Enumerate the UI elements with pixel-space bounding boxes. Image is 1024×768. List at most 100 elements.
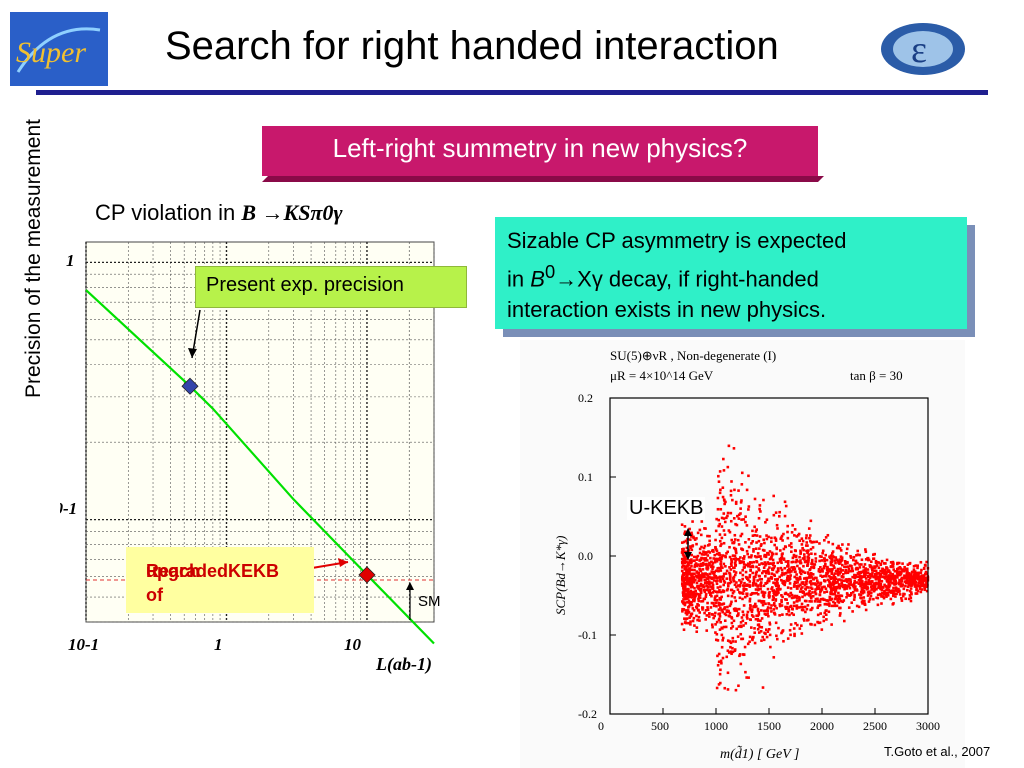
scatter-point: [859, 578, 862, 582]
scatter-point: [726, 688, 730, 691]
scatter-point: [844, 565, 848, 569]
scatter-point: [809, 622, 812, 626]
scatter-point: [688, 561, 691, 564]
scatter-point: [801, 586, 804, 589]
scatter-point: [841, 583, 844, 587]
scatter-point: [805, 534, 808, 537]
scatter-point: [919, 584, 923, 588]
scatter-point: [748, 575, 751, 579]
scatter-point: [766, 579, 770, 583]
scatter-point: [740, 548, 744, 551]
scatter-point: [737, 557, 740, 561]
scatter-point: [704, 578, 707, 582]
scatter-point: [822, 566, 826, 570]
scatter-point: [747, 545, 751, 549]
scatter-point: [860, 570, 864, 574]
scatter-point: [870, 573, 873, 577]
scatter-point: [738, 583, 742, 587]
scatter-point: [757, 574, 761, 578]
scatter-point: [747, 537, 751, 541]
scatter-point: [740, 637, 743, 641]
scatter-point: [723, 533, 727, 536]
scatter-point: [830, 589, 833, 593]
scatter-point: [924, 570, 928, 574]
scatter-point: [852, 582, 856, 586]
scatter-point: [800, 624, 803, 628]
scatter-point: [775, 606, 778, 610]
scatter-point: [711, 565, 715, 569]
scatter-point: [784, 560, 788, 563]
scatter-point: [762, 609, 766, 613]
scatter-point: [839, 555, 843, 558]
scatter-point: [792, 585, 796, 588]
scatter-point: [819, 597, 823, 601]
scatter-point: [730, 621, 734, 625]
scatter-point: [794, 555, 798, 559]
scatter-point: [789, 574, 792, 577]
scatter-point: [768, 633, 772, 637]
scatter-point: [888, 574, 891, 577]
scatter-point: [696, 574, 700, 578]
scatter-point: [733, 561, 737, 565]
scatter-point: [723, 499, 726, 502]
scatter-point: [761, 635, 765, 639]
scatter-point: [740, 518, 743, 521]
scatter-point: [746, 642, 750, 646]
scatter-point: [791, 560, 795, 564]
scatter-point: [710, 612, 714, 616]
scatter-point: [690, 579, 693, 583]
scatter-point: [707, 615, 711, 618]
scatter-point: [687, 595, 691, 599]
scatter-point: [777, 626, 780, 630]
scatter-point: [711, 572, 714, 575]
scatter-point: [793, 580, 797, 584]
scatter-point: [739, 512, 742, 515]
scatter-point: [889, 589, 893, 593]
scatter-point: [791, 607, 794, 611]
scatter-point: [753, 627, 756, 630]
scatter-point: [806, 571, 810, 574]
scatter-point: [720, 536, 724, 540]
scatter-point: [872, 575, 876, 579]
scatter-point: [805, 585, 809, 589]
scatter-point: [693, 565, 697, 568]
scatter-point: [780, 561, 783, 565]
scatter-point: [887, 569, 891, 573]
scatter-point: [808, 568, 812, 572]
scatter-point: [772, 602, 776, 605]
scatter-point: [749, 608, 753, 612]
scatter-point: [856, 549, 860, 553]
scatter-point: [741, 637, 745, 641]
scatter-point: [817, 584, 821, 587]
y-tick-label: 0.2: [578, 391, 593, 405]
scatter-point: [833, 579, 837, 582]
scatter-point: [685, 550, 688, 554]
scatter-point: [721, 610, 724, 614]
scatter-point: [755, 534, 759, 537]
scatter-point: [712, 616, 715, 620]
scatter-point: [916, 577, 920, 581]
scatter-point: [747, 508, 750, 511]
scatter-point: [715, 632, 719, 636]
scatter-point: [910, 581, 913, 584]
scatter-point: [889, 597, 893, 601]
scatter-point: [866, 582, 869, 586]
scatter-point: [714, 548, 718, 551]
scatter-point: [810, 576, 814, 579]
scatter-point: [828, 568, 832, 571]
scatter-point: [879, 574, 883, 577]
scatter-point: [892, 592, 895, 596]
scatter-point: [735, 607, 738, 611]
scatter-point: [885, 566, 888, 569]
scatter-point: [881, 569, 884, 573]
scatter-point: [720, 595, 723, 599]
scatter-point: [810, 600, 813, 603]
scatter-point: [761, 548, 765, 552]
scatter-point: [770, 568, 774, 571]
scatter-point: [729, 627, 733, 630]
scatter-point: [834, 561, 837, 565]
scatter-point: [807, 527, 811, 530]
scatter-point: [838, 614, 842, 617]
scatter-point: [718, 553, 721, 557]
scatter-point: [912, 564, 916, 568]
